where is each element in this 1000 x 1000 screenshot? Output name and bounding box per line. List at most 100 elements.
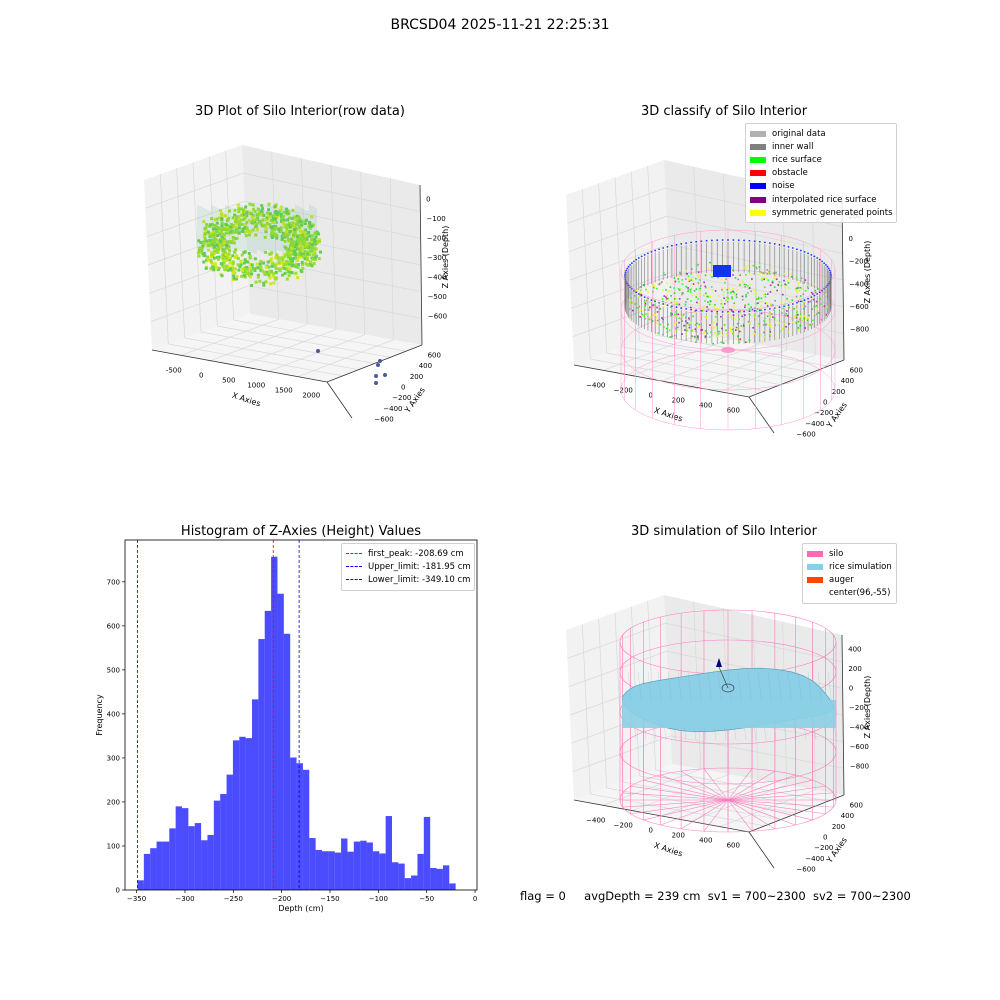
raw-outlier-point	[378, 359, 382, 363]
histogram-legend: first_peak: -208.69 cm Upper_limit: -181.…	[341, 543, 475, 591]
classify-ztick-label: −400	[849, 280, 868, 288]
simulation-legend-item: silo	[807, 547, 892, 560]
histogram-bar	[442, 865, 450, 890]
raw-outlier-point	[383, 373, 387, 377]
histogram-bar	[277, 593, 284, 890]
classify-rice-surface-points	[629, 261, 828, 345]
sv1-text: sv1 = 700~2300	[707, 889, 806, 903]
raw-zlabel: Z Axies (Depth)	[441, 226, 450, 289]
legend-label: interpolated rice surface	[772, 194, 877, 205]
simulation-grid	[567, 600, 844, 828]
histogram-bar	[175, 806, 183, 890]
raw-xtick-label: 0	[199, 372, 203, 380]
simulation-legend: silo rice simulation auger center(96,-55)	[802, 543, 897, 604]
histogram-bar	[207, 834, 214, 890]
raw-xtick-label: 1500	[275, 387, 293, 395]
simulation-xtick-label: 600	[727, 842, 740, 850]
classify-legend-item: obstacle	[750, 167, 892, 180]
classify-ytick-label: 0	[823, 399, 827, 407]
histogram-bar	[271, 556, 278, 890]
legend-label: noise	[772, 181, 795, 192]
raw-grid	[145, 150, 422, 378]
histogram-bar	[449, 883, 456, 890]
histogram-bar	[188, 826, 195, 890]
simulation-ztick-label: −400	[849, 723, 868, 731]
classify-xtick-label: 400	[699, 402, 712, 410]
classify-ytick-label: −400	[805, 420, 824, 428]
histogram-bar	[391, 862, 399, 890]
histogram-xtick-label: −250	[224, 895, 243, 903]
histogram-ytick-label: 500	[107, 666, 120, 674]
histogram-bar	[258, 639, 265, 890]
simulation-panel-title: 3D simulation of Silo Interior	[631, 524, 817, 539]
simulation-ytick-label: −600	[796, 866, 815, 874]
histogram-xtick-label: −200	[272, 895, 291, 903]
raw-pane-back	[242, 145, 422, 345]
legend-label: Upper_limit: -181.95 cm	[368, 561, 471, 572]
simulation-axis-y-line	[748, 831, 775, 869]
histogram-bar	[334, 852, 342, 890]
simulation-ztick-label: 200	[848, 665, 861, 673]
histogram-bar	[398, 863, 405, 890]
legend-swatch	[750, 183, 766, 190]
histogram-bars	[137, 556, 456, 890]
histogram-bar	[315, 849, 323, 890]
raw-pane-floor	[152, 314, 422, 382]
legend-swatch	[750, 143, 766, 150]
simulation-ytick-label: 200	[832, 823, 845, 831]
histogram-bar	[137, 880, 144, 890]
simulation-xtick-label: −200	[614, 822, 633, 830]
simulation-silo-wireframe	[619, 609, 837, 833]
histogram-ytick-label: 300	[107, 754, 120, 762]
simulation-pane-left	[566, 595, 672, 800]
classify-xtick-label: −400	[586, 382, 605, 390]
raw-ytick-label: 200	[410, 373, 423, 381]
simulation-ztick-label: −600	[850, 743, 869, 751]
classify-ytick-label: −200	[814, 409, 833, 417]
histogram-bar	[436, 868, 443, 890]
classify-xtick-label: 200	[672, 397, 685, 405]
classify-legend-item: symmetric generated points	[750, 206, 893, 219]
classify-pane-floor	[574, 329, 844, 397]
raw-panel-title: 3D Plot of Silo Interior(row data)	[195, 104, 405, 119]
legend-swatch	[750, 209, 766, 216]
simulation-axis-x-line	[573, 794, 845, 833]
raw-pane-left	[144, 145, 250, 350]
histogram-bar	[232, 740, 240, 890]
histogram-bar	[239, 736, 246, 890]
classify-legend-item: noise	[750, 180, 892, 193]
sv2-text: sv2 = 700~2300	[812, 889, 911, 903]
classify-ytick-label: 200	[832, 388, 845, 396]
legend-swatch	[750, 196, 766, 203]
classify-legend-item: inner wall	[750, 140, 892, 153]
histogram-bar	[372, 851, 380, 890]
raw-ztick-label: −400	[427, 273, 446, 281]
legend-label: original data	[772, 128, 826, 139]
histogram-bar	[264, 610, 272, 890]
raw-ytick-label: 400	[419, 362, 432, 370]
histogram-bar	[252, 699, 259, 890]
histogram-legend-item: first_peak: -208.69 cm	[346, 547, 470, 560]
simulation-legend-item: auger	[807, 573, 892, 586]
legend-label: first_peak: -208.69 cm	[368, 548, 464, 559]
classify-ytick-label: −600	[796, 431, 815, 439]
simulation-legend-item: center(96,-55)	[807, 587, 892, 600]
histogram-bar	[169, 828, 176, 890]
simulation-axis-z-line	[841, 634, 845, 796]
histogram-bar	[353, 841, 361, 890]
legend-label: obstacle	[772, 168, 808, 179]
raw-depth-columns	[197, 205, 317, 254]
histogram-bar	[150, 848, 157, 890]
classify-xlabel: X Axies	[653, 406, 684, 424]
raw-ytick-label: −600	[374, 416, 393, 424]
histogram-legend-item: Upper_limit: -181.95 cm	[346, 560, 471, 573]
classify-zlabel: Z Axies (Depth)	[863, 241, 872, 304]
classify-ztick-label: −800	[850, 326, 869, 334]
histogram-bar	[411, 875, 418, 890]
classify-xtick-label: −200	[614, 387, 633, 395]
classify-ztick-label: −200	[849, 258, 868, 266]
histogram-ytick-label: 200	[107, 798, 120, 806]
histogram-xtick-label: −300	[175, 895, 194, 903]
raw-outlier-point	[316, 349, 320, 353]
classify-axis-y-line	[748, 396, 775, 434]
